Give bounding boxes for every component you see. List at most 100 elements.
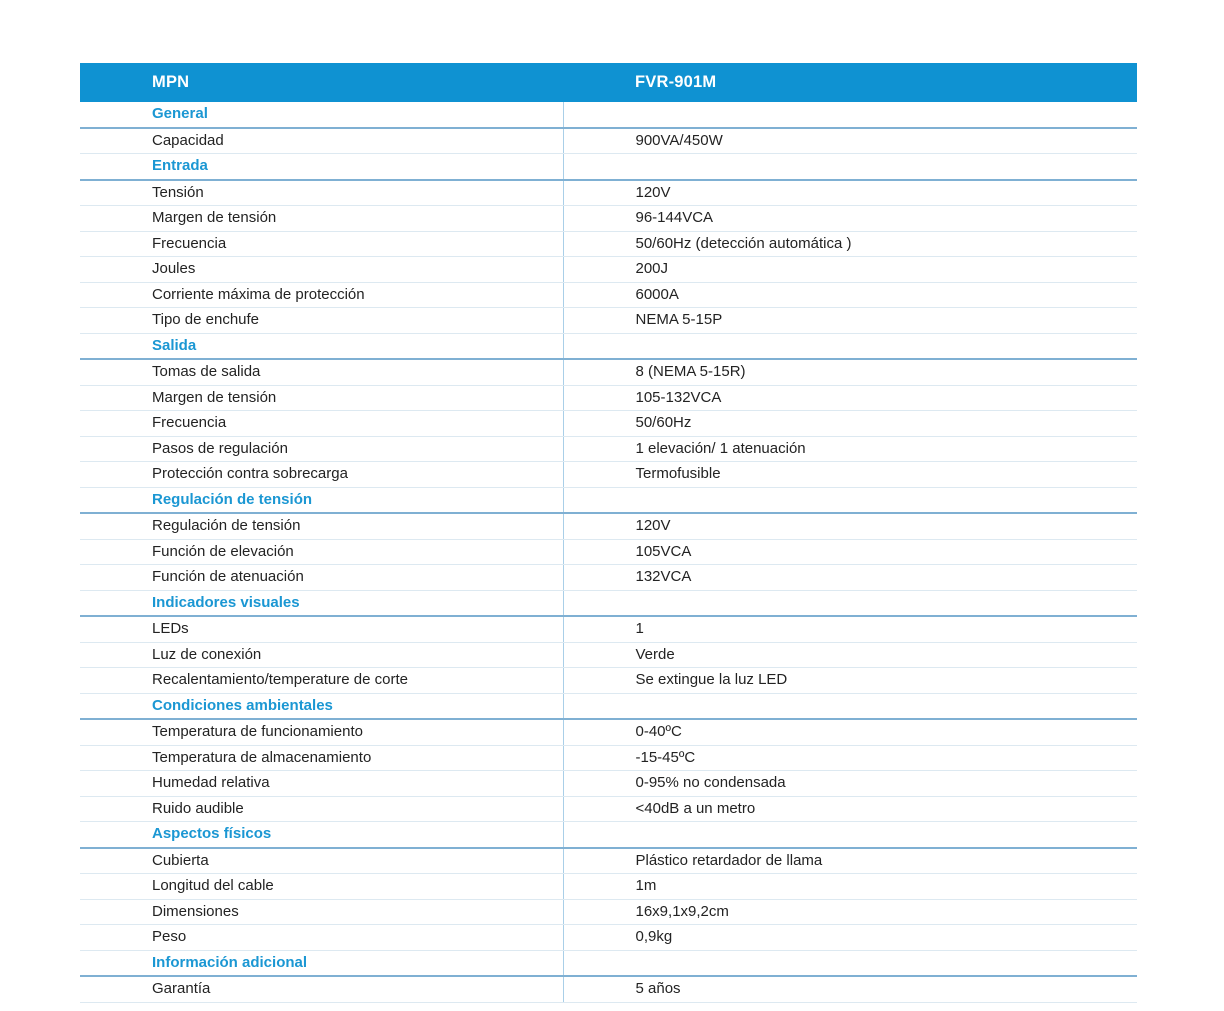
spec-value: 120V	[562, 513, 1137, 540]
spec-value: 200J	[562, 256, 1137, 283]
spec-label: Frecuencia	[80, 410, 563, 437]
spec-row: Temperatura de funcionamiento 0-40ºC	[80, 719, 1137, 746]
section-title: General	[80, 102, 563, 129]
spec-row: Regulación de tensión 120V	[80, 513, 1137, 540]
spec-label: Función de atenuación	[80, 564, 563, 591]
spec-row: Función de elevación 105VCA	[80, 539, 1137, 565]
spec-label: Garantía	[80, 976, 563, 1003]
spec-row: Margen de tensión 96-144VCA	[80, 205, 1137, 232]
spec-row: Frecuencia 50/60Hz	[80, 410, 1137, 437]
spec-value: 0-40ºC	[562, 719, 1137, 746]
spec-row: Margen de tensión 105-132VCA	[80, 385, 1137, 411]
spec-value: 5 años	[562, 976, 1137, 1003]
spec-row: Tipo de enchufe NEMA 5-15P	[80, 307, 1137, 334]
spec-label: Función de elevación	[80, 539, 563, 565]
spec-value: 132VCA	[562, 564, 1137, 591]
spec-row: Corriente máxima de protección 6000A	[80, 282, 1137, 308]
spec-value: -15-45ºC	[562, 745, 1137, 771]
spec-table-body: General Capacidad 900VA/450W Entrada Tensión…	[80, 102, 1137, 1003]
spec-label: Pasos de regulación	[80, 436, 563, 462]
spec-row: Garantía 5 años	[80, 976, 1137, 1003]
spec-row: Longitud del cable 1m	[80, 873, 1137, 900]
spec-label: Recalentamiento/temperature de corte	[80, 667, 563, 694]
spec-value: 1	[562, 616, 1137, 643]
spec-value: Se extingue la luz LED	[562, 667, 1137, 694]
spec-value: Verde	[562, 642, 1137, 668]
section-row: Salida	[80, 333, 1137, 360]
spec-value: 1 elevación/ 1 atenuación	[562, 436, 1137, 462]
section-row: Entrada	[80, 153, 1137, 181]
spec-label: Humedad relativa	[80, 770, 563, 797]
spec-value	[562, 487, 1137, 514]
spec-label: Peso	[80, 924, 563, 951]
spec-row: Pasos de regulación 1 elevación/ 1 atenua…	[80, 436, 1137, 462]
spec-row: Temperatura de almacenamiento -15-45ºC	[80, 745, 1137, 771]
spec-label: Corriente máxima de protección	[80, 282, 563, 308]
spec-label: Tipo de enchufe	[80, 307, 563, 334]
spec-value: 50/60Hz (detección automática )	[562, 231, 1137, 257]
spec-label: Temperatura de almacenamiento	[80, 745, 563, 771]
spec-value: 16x9,1x9,2cm	[562, 899, 1137, 925]
spec-value: 50/60Hz	[562, 410, 1137, 437]
spec-label: Regulación de tensión	[80, 513, 563, 540]
spec-label: Longitud del cable	[80, 873, 563, 900]
spec-label: Capacidad	[80, 127, 563, 154]
spec-value: NEMA 5-15P	[562, 307, 1137, 334]
spec-value	[562, 693, 1137, 720]
section-title: Aspectos físicos	[80, 821, 563, 849]
column-header-mpn: MPN	[80, 63, 563, 102]
spec-row: Ruido audible <40dB a un metro	[80, 796, 1137, 822]
spec-label: Margen de tensión	[80, 205, 563, 232]
spec-row: Tomas de salida 8 (NEMA 5-15R)	[80, 359, 1137, 386]
spec-value: 120V	[562, 179, 1137, 206]
spec-row: LEDs 1	[80, 616, 1137, 643]
section-row: Aspectos físicos	[80, 821, 1137, 849]
spec-value: Termofusible	[562, 461, 1137, 488]
spec-label: Protección contra sobrecarga	[80, 461, 563, 488]
spec-value	[562, 821, 1137, 849]
spec-row: Luz de conexión Verde	[80, 642, 1137, 668]
spec-label: Tensión	[80, 179, 563, 206]
spec-table: MPN FVR-901M General Capacidad 900VA/450W E…	[80, 63, 1137, 1003]
section-title: Indicadores visuales	[80, 590, 563, 617]
spec-label: Cubierta	[80, 847, 563, 874]
spec-value: 0,9kg	[562, 924, 1137, 951]
spec-value: <40dB a un metro	[562, 796, 1137, 822]
spec-value	[562, 102, 1137, 129]
spec-row: Dimensiones 16x9,1x9,2cm	[80, 899, 1137, 925]
spec-value: 0-95% no condensada	[562, 770, 1137, 797]
spec-label: Frecuencia	[80, 231, 563, 257]
section-row: Indicadores visuales	[80, 590, 1137, 617]
spec-label: LEDs	[80, 616, 563, 643]
spec-value: 105-132VCA	[562, 385, 1137, 411]
spec-value: 900VA/450W	[562, 127, 1137, 154]
spec-table-container: MPN FVR-901M General Capacidad 900VA/450W E…	[80, 63, 1137, 1003]
spec-label: Dimensiones	[80, 899, 563, 925]
spec-value	[562, 950, 1137, 977]
spec-value	[562, 333, 1137, 360]
table-header-row: MPN FVR-901M	[80, 63, 1137, 102]
spec-label: Ruido audible	[80, 796, 563, 822]
section-row: Información adicional	[80, 950, 1137, 977]
spec-value: 6000A	[562, 282, 1137, 308]
spec-value: 8 (NEMA 5-15R)	[562, 359, 1137, 386]
spec-value: 96-144VCA	[562, 205, 1137, 232]
spec-label: Luz de conexión	[80, 642, 563, 668]
spec-row: Humedad relativa 0-95% no condensada	[80, 770, 1137, 797]
section-title: Salida	[80, 333, 563, 360]
spec-row: Protección contra sobrecarga Termofusible	[80, 461, 1137, 488]
spec-row: Función de atenuación 132VCA	[80, 564, 1137, 591]
spec-label: Temperatura de funcionamiento	[80, 719, 563, 746]
spec-value: 1m	[562, 873, 1137, 900]
section-title: Entrada	[80, 153, 563, 181]
section-row: Regulación de tensión	[80, 487, 1137, 514]
spec-label: Joules	[80, 256, 563, 283]
spec-row: Frecuencia 50/60Hz (detección automática …	[80, 231, 1137, 257]
spec-row: Tensión 120V	[80, 179, 1137, 206]
spec-row: Joules 200J	[80, 256, 1137, 283]
spec-row: Cubierta Plástico retardador de llama	[80, 847, 1137, 874]
column-header-model: FVR-901M	[563, 63, 1137, 102]
spec-value: 105VCA	[562, 539, 1137, 565]
spec-label: Margen de tensión	[80, 385, 563, 411]
